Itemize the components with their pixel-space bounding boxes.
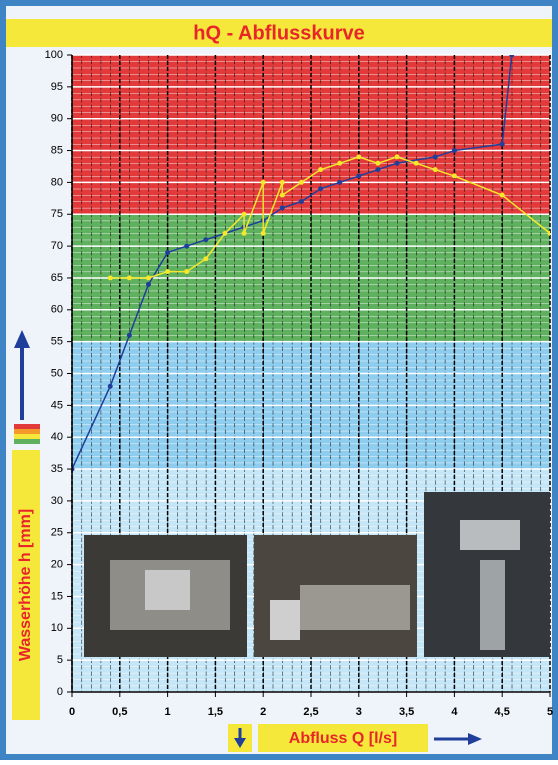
arrow-head xyxy=(234,738,246,748)
y-tick-label: 40 xyxy=(51,431,63,443)
x-tick-label: 4,5 xyxy=(495,706,510,718)
point xyxy=(184,269,190,275)
point xyxy=(318,167,324,173)
point xyxy=(413,160,419,166)
y-tick-label: 15 xyxy=(51,590,63,602)
point xyxy=(547,230,550,236)
point xyxy=(107,383,113,389)
series-line xyxy=(110,156,550,279)
y-tick-label: 60 xyxy=(51,304,63,316)
arrow-head xyxy=(14,330,30,348)
point xyxy=(279,179,285,185)
y-tick-label: 5 xyxy=(57,654,63,666)
point xyxy=(337,179,343,185)
y-tick-label: 65 xyxy=(51,272,63,284)
x-tick-label: 3,5 xyxy=(399,706,414,718)
y-axis-label: Wasserhöhe h [mm] xyxy=(17,509,34,661)
point xyxy=(356,173,362,179)
swatch xyxy=(14,429,40,434)
photo-detail xyxy=(480,560,505,650)
x-tick-label: 5 xyxy=(547,706,553,718)
swatch xyxy=(14,424,40,429)
point xyxy=(337,160,343,166)
point xyxy=(499,141,505,147)
point xyxy=(318,186,324,192)
point xyxy=(375,160,381,166)
point xyxy=(165,249,171,255)
point xyxy=(432,167,438,173)
x-tick-label: 4 xyxy=(451,706,458,718)
y-tick-label: 0 xyxy=(57,686,63,698)
y-tick-label: 45 xyxy=(51,399,63,411)
point xyxy=(241,230,247,236)
photo-detail xyxy=(300,585,410,630)
point xyxy=(375,167,381,173)
arrow-head xyxy=(468,733,482,745)
x-axis-label: Abfluss Q [l/s] xyxy=(289,730,397,747)
point xyxy=(298,199,304,205)
x-label-box xyxy=(258,724,428,752)
point xyxy=(451,173,457,179)
point xyxy=(432,154,438,160)
point xyxy=(241,211,247,217)
point xyxy=(279,192,285,198)
chart-title: hQ - Abflusskurve xyxy=(193,22,365,44)
point xyxy=(260,230,266,236)
x-tick-label: 1,5 xyxy=(208,706,223,718)
point xyxy=(394,154,400,160)
point xyxy=(184,243,190,249)
point xyxy=(394,160,400,166)
point xyxy=(222,230,228,236)
x-tick-label: 2,5 xyxy=(303,706,318,718)
point xyxy=(279,205,285,211)
point xyxy=(145,281,151,287)
point xyxy=(260,179,266,185)
point xyxy=(203,237,209,243)
y-tick-label: 90 xyxy=(51,113,63,125)
point xyxy=(499,192,505,198)
y-tick-label: 70 xyxy=(51,240,63,252)
series-line xyxy=(72,55,513,470)
x-tick-label: 0 xyxy=(69,706,75,718)
y-tick-label: 85 xyxy=(51,144,63,156)
point xyxy=(107,275,113,281)
y-tick-label: 80 xyxy=(51,176,63,188)
point xyxy=(356,154,362,160)
swatch xyxy=(14,434,40,439)
y-tick-label: 10 xyxy=(51,622,63,634)
y-tick-label: 25 xyxy=(51,527,63,539)
point xyxy=(203,256,209,262)
x-tick-label: 3 xyxy=(356,706,362,718)
title-bar xyxy=(6,19,552,47)
x-tick-label: 1 xyxy=(165,706,171,718)
y-tick-label: 50 xyxy=(51,367,63,379)
y-tick-label: 55 xyxy=(51,336,63,348)
photo-detail xyxy=(145,570,190,610)
y-tick-label: 30 xyxy=(51,495,63,507)
point xyxy=(145,275,151,281)
point xyxy=(165,269,171,275)
photo-detail xyxy=(270,600,300,640)
y-tick-label: 20 xyxy=(51,559,63,571)
y-tick-label: 100 xyxy=(45,49,63,61)
point xyxy=(298,179,304,185)
point xyxy=(451,148,457,154)
y-tick-label: 35 xyxy=(51,463,63,475)
y-tick-label: 95 xyxy=(51,81,63,93)
swatch xyxy=(14,439,40,444)
y-tick-label: 75 xyxy=(51,208,63,220)
x-tick-label: 0,5 xyxy=(112,706,127,718)
photo-detail xyxy=(460,520,520,550)
x-tick-label: 2 xyxy=(260,706,266,718)
point xyxy=(126,275,132,281)
y-label-box xyxy=(12,450,40,720)
point xyxy=(126,332,132,338)
point xyxy=(509,55,515,58)
